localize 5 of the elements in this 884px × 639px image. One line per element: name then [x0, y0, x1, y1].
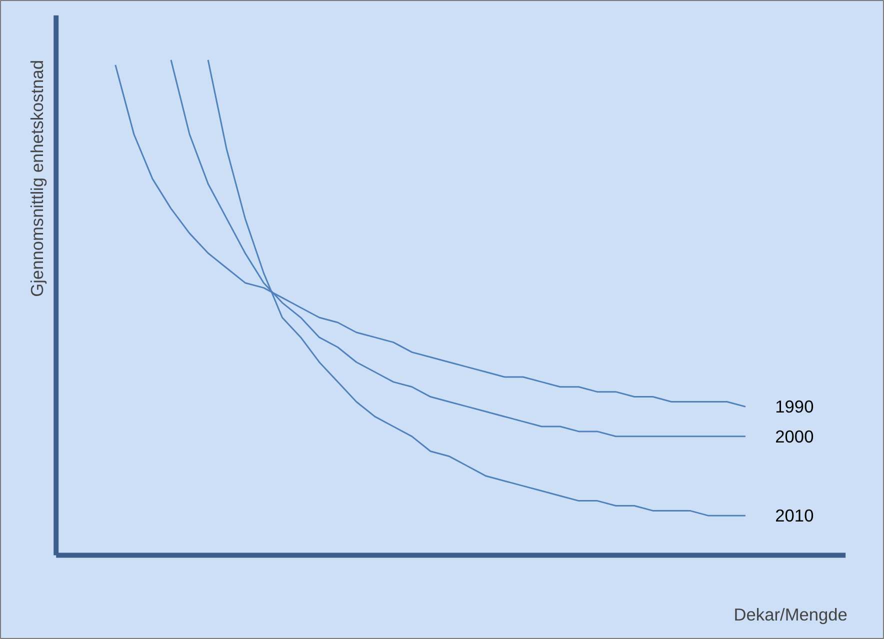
series-label: 1990 [775, 396, 814, 417]
series-label: 2000 [775, 426, 814, 446]
x-axis-title: Dekar/Mengde [734, 604, 848, 625]
series-label: 2010 [775, 506, 814, 526]
y-axis-title: Gjennomsnittlig enhetskostnad [26, 60, 47, 297]
